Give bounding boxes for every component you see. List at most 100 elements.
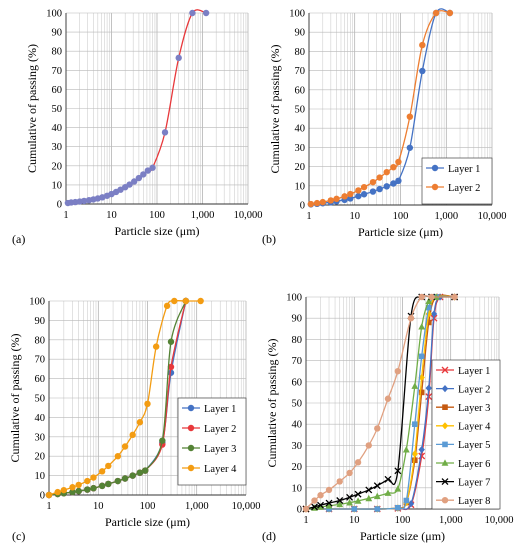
data-point	[336, 478, 343, 485]
data-point	[418, 323, 426, 330]
y-tick-label: 70	[292, 356, 303, 367]
data-point	[418, 452, 426, 460]
data-point	[327, 197, 335, 204]
data-point	[45, 491, 53, 499]
panel-label: (c)	[12, 529, 25, 543]
y-tick-label: 80	[292, 335, 303, 346]
data-point	[418, 353, 425, 360]
data-point	[121, 475, 129, 482]
data-point	[126, 181, 133, 188]
legend-marker	[187, 464, 195, 472]
legend-entry: Layer 3	[204, 444, 236, 455]
data-point	[325, 499, 333, 507]
data-point	[360, 191, 368, 198]
data-point	[360, 183, 368, 191]
data-point	[171, 297, 178, 305]
panel-label: (b)	[262, 232, 276, 246]
data-point	[411, 382, 419, 389]
data-point	[121, 443, 129, 450]
data-point	[347, 190, 354, 198]
grid	[65, 12, 249, 205]
x-tick-label: 100	[140, 501, 156, 512]
legend-entry: Layer 3	[458, 403, 490, 414]
data-point	[425, 304, 432, 311]
legend-entry: Layer 1	[448, 164, 480, 175]
y-tick-label: 50	[52, 104, 63, 115]
x-tick-label: 10,000	[232, 501, 261, 512]
data-point	[311, 503, 318, 511]
data-point	[384, 489, 392, 496]
x-tick-label: 1	[306, 211, 311, 222]
y-tick-label: 0	[40, 491, 45, 502]
data-point	[182, 297, 190, 305]
y-tick-label: 90	[295, 28, 306, 39]
y-tick-label: 60	[52, 85, 63, 96]
data-point	[376, 185, 383, 193]
legend-entry: Layer 2	[458, 384, 490, 395]
data-point	[197, 297, 204, 305]
data-point	[317, 503, 324, 510]
data-point	[430, 310, 438, 318]
y-tick-label: 50	[35, 394, 46, 405]
data-point	[451, 293, 458, 301]
data-point	[355, 187, 362, 194]
x-tick-label: 100	[149, 210, 165, 221]
y-tick-label: 20	[292, 462, 303, 473]
y-axis-label: Cumulative of passing (%)	[268, 45, 282, 174]
data-point	[98, 468, 106, 475]
data-point	[69, 484, 76, 491]
data-point	[129, 431, 136, 439]
series-2	[307, 9, 454, 208]
x-tick-label: 1	[63, 210, 68, 221]
data-point	[383, 168, 390, 176]
x-tick-label: 10,000	[485, 515, 514, 526]
data-point	[412, 421, 418, 427]
data-point	[369, 178, 377, 186]
data-point	[411, 450, 419, 458]
data-point	[75, 487, 82, 495]
x-tick-label: 1,000	[434, 211, 458, 222]
data-point	[346, 499, 353, 506]
y-tick-label: 10	[292, 483, 303, 494]
x-axis-label: Particle size (μm)	[360, 529, 445, 543]
data-point	[336, 500, 344, 508]
legend-marker	[431, 164, 439, 172]
legend: Layer 1 Layer 2 Layer 3 Layer 4	[177, 397, 247, 486]
x-tick-label: 10	[349, 515, 360, 526]
data-point	[140, 171, 147, 178]
data-point	[90, 485, 97, 492]
legend-marker	[441, 478, 449, 486]
data-point	[302, 505, 310, 513]
data-point	[202, 9, 210, 17]
data-point	[144, 400, 151, 408]
data-point	[351, 506, 358, 512]
y-tick-label: 90	[292, 314, 303, 325]
data-point	[189, 9, 196, 17]
x-tick-label: 10	[93, 501, 104, 512]
data-point	[136, 469, 144, 476]
data-point	[325, 502, 333, 509]
legend-marker	[441, 459, 449, 466]
data-point	[69, 488, 76, 496]
data-point	[341, 193, 348, 200]
data-point	[167, 338, 175, 345]
y-tick-label: 90	[35, 316, 46, 327]
y-tick-label: 20	[35, 452, 46, 463]
y-tick-label: 70	[52, 66, 63, 77]
data-point	[394, 485, 402, 492]
data-point	[307, 200, 315, 208]
data-point	[80, 197, 88, 205]
y-tick-label: 40	[35, 413, 46, 424]
data-point	[376, 174, 383, 181]
y-axis-label: Cumulative of passing (%)	[25, 44, 39, 173]
y-tick-label: 50	[295, 105, 306, 116]
data-point	[129, 472, 136, 479]
x-tick-label: 10,000	[234, 210, 263, 221]
data-point	[395, 177, 402, 185]
data-point	[407, 315, 415, 322]
data-point	[311, 497, 318, 504]
y-tick-label: 20	[295, 162, 306, 173]
data-point	[114, 453, 122, 460]
